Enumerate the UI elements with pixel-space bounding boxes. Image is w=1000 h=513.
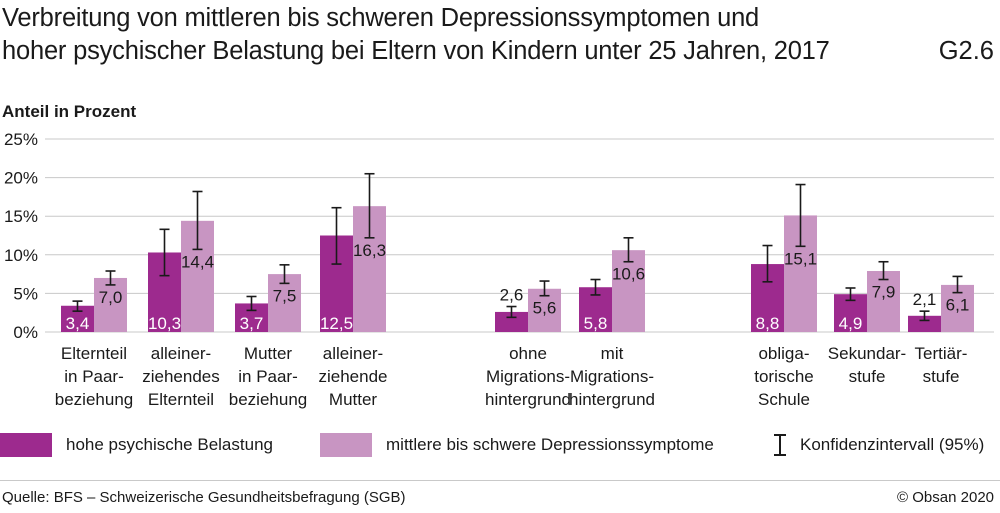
data-label-series1-1: 10,3: [148, 314, 181, 333]
bar-series2-0: [94, 277, 127, 332]
category-label-6-0: obliga-: [758, 344, 809, 363]
confidence-interval-icon: [774, 434, 786, 456]
category-label-2-1: in Paar-: [238, 367, 298, 386]
y-tick-label-0: 0%: [13, 323, 38, 342]
data-label-series1-0: 3,4: [66, 314, 90, 333]
category-label-1-1: ziehendes: [142, 367, 220, 386]
source-note: Quelle: BFS – Schweizerische Gesundheits…: [2, 489, 406, 506]
category-label-5-0: mit: [601, 344, 624, 363]
y-axis-title: Anteil in Prozent: [2, 102, 137, 121]
category-label-2-2: beziehung: [229, 390, 307, 409]
category-label-3-2: Mutter: [329, 390, 378, 409]
category-label-4-2: hintergrund: [485, 390, 571, 409]
copyright: © Obsan 2020: [897, 489, 994, 506]
legend-item-ci: Konfidenzintervall (95%): [770, 430, 984, 460]
category-label-0-1: in Paar-: [64, 367, 124, 386]
category-label-0-2: beziehung: [55, 390, 133, 409]
legend: hohe psychische Belastung mittlere bis s…: [0, 430, 1000, 460]
chart-title-line-2: hoher psychischer Belastung bei Eltern v…: [2, 37, 830, 65]
data-label-series2-3: 16,3: [353, 241, 386, 260]
data-label-series2-0: 7,0: [99, 288, 123, 307]
y-tick-label-5: 25%: [4, 130, 38, 149]
footer-divider: [0, 480, 1000, 481]
category-label-7-0: Sekundar-: [828, 344, 906, 363]
data-label-series1-7: 4,9: [839, 314, 863, 333]
category-label-1-2: Elternteil: [148, 390, 214, 409]
y-tick-label-2: 10%: [4, 246, 38, 265]
legend-label-series2: mittlere bis schwere Depressionssymptome: [386, 435, 714, 454]
data-label-series2-4: 5,6: [533, 299, 557, 318]
legend-label-series1: hohe psychische Belastung: [66, 435, 273, 454]
y-tick-label-4: 20%: [4, 169, 38, 188]
bar-chart: 0% 5% 10% 15% 20% 25% 3,4 7,0 Elternteil in Paar-…: [4, 130, 994, 409]
category-label-5-1: Migrations-: [570, 367, 654, 386]
data-label-series2-6: 15,1: [784, 249, 817, 268]
legend-swatch-series2: [320, 433, 372, 457]
data-label-series1-4: 2,6: [500, 286, 524, 305]
category-label-0-0: Elternteil: [61, 344, 127, 363]
data-label-series2-5: 10,6: [612, 265, 645, 284]
category-label-3-0: alleiner-: [323, 344, 383, 363]
chart-title-line-1: Verbreitung von mittleren bis schweren D…: [2, 4, 760, 32]
category-label-5-2: hintergrund: [569, 390, 655, 409]
data-label-series2-1: 14,4: [181, 252, 214, 271]
category-label-8-0: Tertiär-: [915, 344, 968, 363]
data-label-series2-7: 7,9: [872, 283, 896, 302]
data-label-series2-2: 7,5: [273, 286, 297, 305]
category-label-4-0: ohne: [509, 344, 547, 363]
category-label-6-1: torische: [754, 367, 814, 386]
legend-item-series2: mittlere bis schwere Depressionssymptome: [320, 430, 714, 460]
category-label-6-2: Schule: [758, 390, 810, 409]
data-label-series1-8: 2,1: [913, 290, 937, 309]
bar-series2-7: [867, 271, 900, 332]
data-label-series1-5: 5,8: [584, 314, 608, 333]
legend-swatch-series1: [0, 433, 52, 457]
category-label-4-1: Migrations-: [486, 367, 570, 386]
data-label-series1-2: 3,7: [240, 314, 264, 333]
chart-title: Verbreitung von mittleren bis schweren D…: [2, 2, 830, 68]
category-label-1-0: alleiner-: [151, 344, 211, 363]
data-label-series2-8: 6,1: [946, 296, 970, 315]
legend-label-ci: Konfidenzintervall (95%): [800, 435, 985, 454]
data-label-series1-6: 8,8: [756, 314, 780, 333]
bar-series2-5: [612, 250, 645, 332]
bar-series1-4: [495, 311, 528, 332]
category-label-7-1: stufe: [849, 367, 886, 386]
data-label-series1-3: 12,5: [320, 314, 353, 333]
figure-id: G2.6: [938, 37, 994, 65]
y-tick-label-1: 5%: [13, 284, 38, 303]
bar-series1-8: [908, 315, 941, 332]
category-label-2-0: Mutter: [244, 344, 293, 363]
category-label-8-1: stufe: [923, 367, 960, 386]
legend-item-series1: hohe psychische Belastung: [0, 430, 273, 460]
category-label-3-1: ziehende: [318, 367, 387, 386]
y-tick-label-3: 15%: [4, 207, 38, 226]
